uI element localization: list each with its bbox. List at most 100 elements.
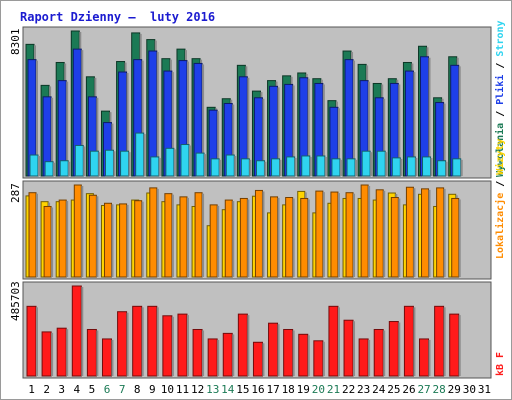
bar-kb-10 [162,315,173,377]
bar-pages-4-shadow [81,50,84,176]
bar-sites-3 [58,199,67,278]
bar-pages-5-shadow [96,97,99,176]
bar-pages-25-shadow [398,84,401,176]
bar-files-26 [406,156,416,177]
bar-files-7 [120,150,130,177]
x-tick-label-5: 5 [89,383,96,396]
legend-middle-part-2: Wizyty [494,139,506,175]
bar-pages-18-shadow [292,85,295,176]
bar-sites-21 [330,191,339,278]
bar-files-18-shadow [294,157,297,176]
bar-files-25-shadow [400,158,403,176]
bar-sites-4-shadow [81,186,84,277]
bar-pages-17-shadow [277,87,280,176]
bar-files-19-shadow [309,156,312,176]
bar-kb-14-shadow [232,334,235,376]
bar-files-11 [180,144,190,177]
bar-kb-5-shadow [96,330,99,376]
bar-pages-19-shadow [307,78,310,176]
bar-sites-13-shadow [217,205,220,277]
y-max-label-middle: 287 [9,183,22,203]
bar-pages-20-shadow [322,84,325,176]
bar-kb-27 [419,338,430,377]
bar-files-9-shadow [158,157,161,176]
bar-kb-26 [403,305,414,377]
bar-files-28-shadow [445,161,448,176]
bar-pages-28-shadow [443,103,446,176]
x-tick-label-1: 1 [28,383,35,396]
bar-files-18 [286,156,296,177]
bar-files-27 [422,156,432,177]
bar-sites-25-shadow [398,198,401,277]
x-tick-label-6: 6 [104,383,111,396]
bar-files-17-shadow [279,159,282,176]
x-tick-label-4: 4 [74,383,81,396]
bar-files-21 [331,158,341,177]
legend-bottom-part-0: kB F [495,352,506,376]
bar-files-11-shadow [188,145,191,176]
bar-files-14 [225,154,235,177]
bar-kb-20-shadow [322,341,325,376]
bar-pages-9-shadow [156,52,159,176]
bar-sites-23-shadow [368,186,371,277]
legend-middle-part-0: Lokalizacje [494,193,506,259]
bar-sites-19 [300,197,309,278]
x-tick-label-20: 20 [312,383,325,396]
bar-sites-9-shadow [156,188,159,277]
bar-sites-26-shadow [413,188,416,277]
bar-files-24 [376,150,386,177]
legend-top-part-4: Strony [495,20,506,56]
legend-top: Wywołania / Pliki / Strony [494,20,506,177]
bar-kb-28 [434,305,445,377]
bar-sites-6-shadow [111,204,114,277]
bar-files-25 [391,157,401,177]
bar-kb-19 [298,333,309,377]
bar-files-1-shadow [38,156,40,176]
bar-sites-27 [421,188,430,278]
bar-sites-1-shadow [36,193,38,277]
x-tick-label-14: 14 [221,383,235,396]
bar-sites-29-shadow [458,199,461,277]
bar-sites-3-shadow [66,201,69,277]
bar-sites-5 [88,194,97,278]
bar-files-22-shadow [355,159,358,176]
x-tick-label-13: 13 [206,383,219,396]
bar-pages-16-shadow [262,98,265,176]
x-tick-label-27: 27 [417,383,430,396]
x-tick-label-3: 3 [58,383,65,396]
x-tick-label-24: 24 [372,383,386,396]
bar-files-8-shadow [143,134,146,176]
bar-pages-21-shadow [337,108,340,176]
bar-kb-8 [132,305,143,377]
bar-kb-24-shadow [383,330,386,376]
bar-files-29 [452,158,462,177]
bar-kb-28-shadow [443,307,446,376]
x-tick-label-23: 23 [357,383,370,396]
bar-kb-29-shadow [458,315,461,376]
bar-kb-12-shadow [202,330,205,376]
x-tick-label-22: 22 [342,383,355,396]
bar-sites-2-shadow [51,207,54,277]
bar-kb-22 [343,319,354,377]
bar-files-24-shadow [385,152,388,176]
bar-kb-3 [56,327,67,377]
bar-kb-12 [192,328,203,377]
bar-kb-4 [71,285,82,377]
bar-files-21-shadow [339,159,342,176]
bar-kb-21-shadow [337,307,340,376]
bar-files-4-shadow [83,146,86,176]
bar-pages-13-shadow [217,111,220,176]
bar-files-23-shadow [370,152,373,176]
bar-files-3-shadow [68,161,71,176]
bar-sites-22-shadow [353,193,356,277]
bar-kb-1 [26,305,37,377]
bar-sites-24 [375,189,384,278]
legend-middle-part-1: / [495,175,506,193]
bar-files-12 [195,152,205,177]
bar-pages-29-shadow [458,66,461,176]
bar-files-16-shadow [264,161,267,176]
bar-pages-23-shadow [368,81,371,176]
x-tick-label-7: 7 [119,383,126,396]
legend-top-part-1: / [495,105,506,123]
